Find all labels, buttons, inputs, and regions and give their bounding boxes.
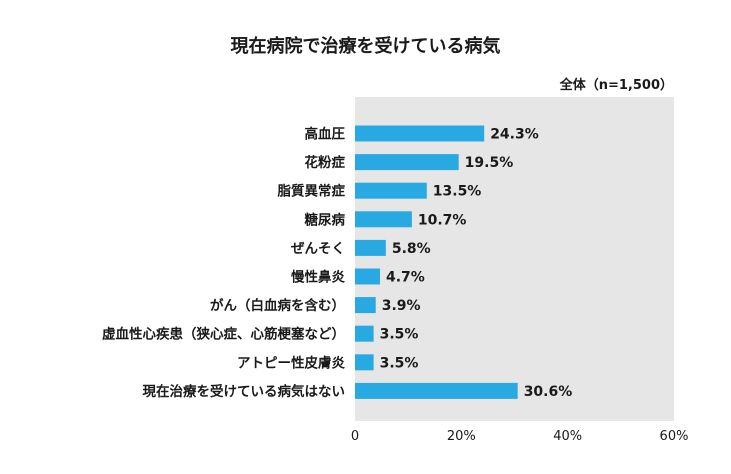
- data-label: 30.6%: [524, 384, 573, 400]
- category-label: 慢性鼻炎: [291, 269, 345, 286]
- bar: [355, 354, 374, 371]
- x-tick-label: 0: [351, 429, 359, 444]
- category-label: がん（白血病を含む）: [210, 297, 345, 314]
- category-label: 高血圧: [305, 126, 346, 143]
- data-label: 3.9%: [382, 298, 421, 314]
- category-label: アトピー性皮膚炎: [237, 354, 345, 371]
- data-label: 5.8%: [392, 241, 431, 257]
- category-label: 虚血性心疾患（狭心症、心筋梗塞など）: [102, 326, 345, 343]
- bar: [355, 297, 376, 314]
- x-tick-label: 60%: [660, 429, 689, 444]
- category-label: 現在治療を受けている病気はない: [143, 383, 346, 400]
- x-tick-label: 40%: [553, 429, 582, 444]
- chart-title: 現在病院で治療を受けている病気: [230, 36, 501, 57]
- x-tick-label: 20%: [447, 429, 476, 444]
- data-label: 3.5%: [380, 355, 419, 371]
- bar: [355, 182, 427, 199]
- bar: [355, 268, 380, 285]
- category-label: 花粉症: [305, 154, 346, 171]
- bar: [355, 154, 459, 171]
- data-label: 19.5%: [465, 155, 514, 171]
- sample-size-note: 全体（n=1,500）: [559, 78, 673, 93]
- category-label: 脂質異常症: [277, 183, 346, 200]
- bar: [355, 239, 386, 256]
- bar: [355, 382, 518, 399]
- data-label: 4.7%: [386, 270, 425, 286]
- category-label: 糖尿病: [305, 211, 346, 228]
- data-label: 3.5%: [380, 327, 419, 343]
- data-label: 24.3%: [490, 127, 539, 143]
- bar: [355, 325, 374, 342]
- bar: [355, 125, 485, 142]
- data-label: 10.7%: [418, 212, 467, 228]
- data-label: 13.5%: [433, 184, 482, 200]
- plot-background: [355, 97, 674, 421]
- category-label: ぜんそく: [291, 241, 345, 257]
- bar: [355, 211, 412, 228]
